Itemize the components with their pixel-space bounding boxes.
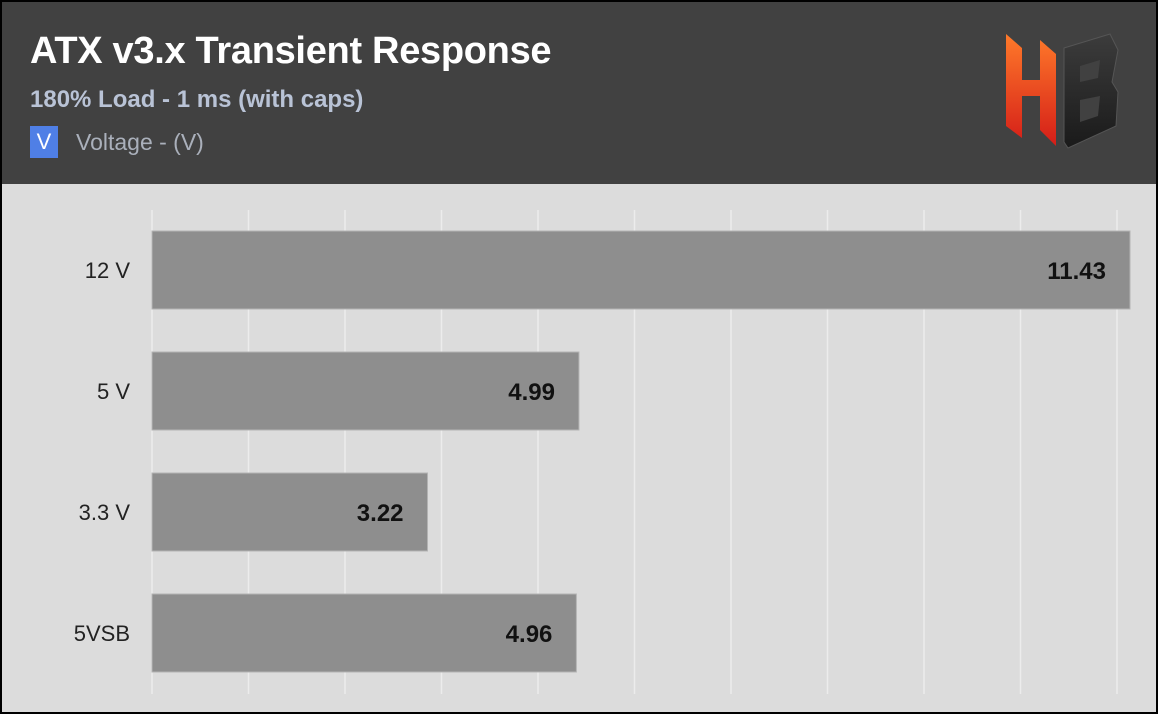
data-label: 11.43 — [1047, 258, 1106, 285]
chart-header: ATX v3.x Transient Response 180% Load - … — [2, 2, 1156, 184]
chart-title: ATX v3.x Transient Response — [30, 30, 552, 72]
category-label: 5 V — [97, 379, 130, 404]
data-label: 4.99 — [508, 379, 555, 406]
data-label: 3.22 — [357, 500, 404, 527]
bar-12-v — [151, 230, 1131, 310]
legend-label: Voltage - (V) — [76, 128, 204, 155]
bar-chart: 12 V 11.43 5 V 4.99 3.3 V 3.22 5VSB 4.96 — [74, 210, 1131, 694]
data-label: 4.96 — [506, 621, 553, 648]
category-label: 3.3 V — [79, 500, 131, 525]
legend-swatch: V — [30, 126, 58, 158]
bar-3-3-v — [151, 472, 429, 552]
legend: V Voltage - (V) — [30, 126, 204, 158]
bar-5-v — [151, 351, 580, 431]
chart-subtitle: 180% Load - 1 ms (with caps) — [30, 86, 364, 113]
category-label: 12 V — [85, 258, 131, 283]
bar-5vsb — [151, 593, 577, 673]
category-label: 5VSB — [74, 621, 130, 646]
hb-logo-icon — [1006, 33, 1119, 149]
